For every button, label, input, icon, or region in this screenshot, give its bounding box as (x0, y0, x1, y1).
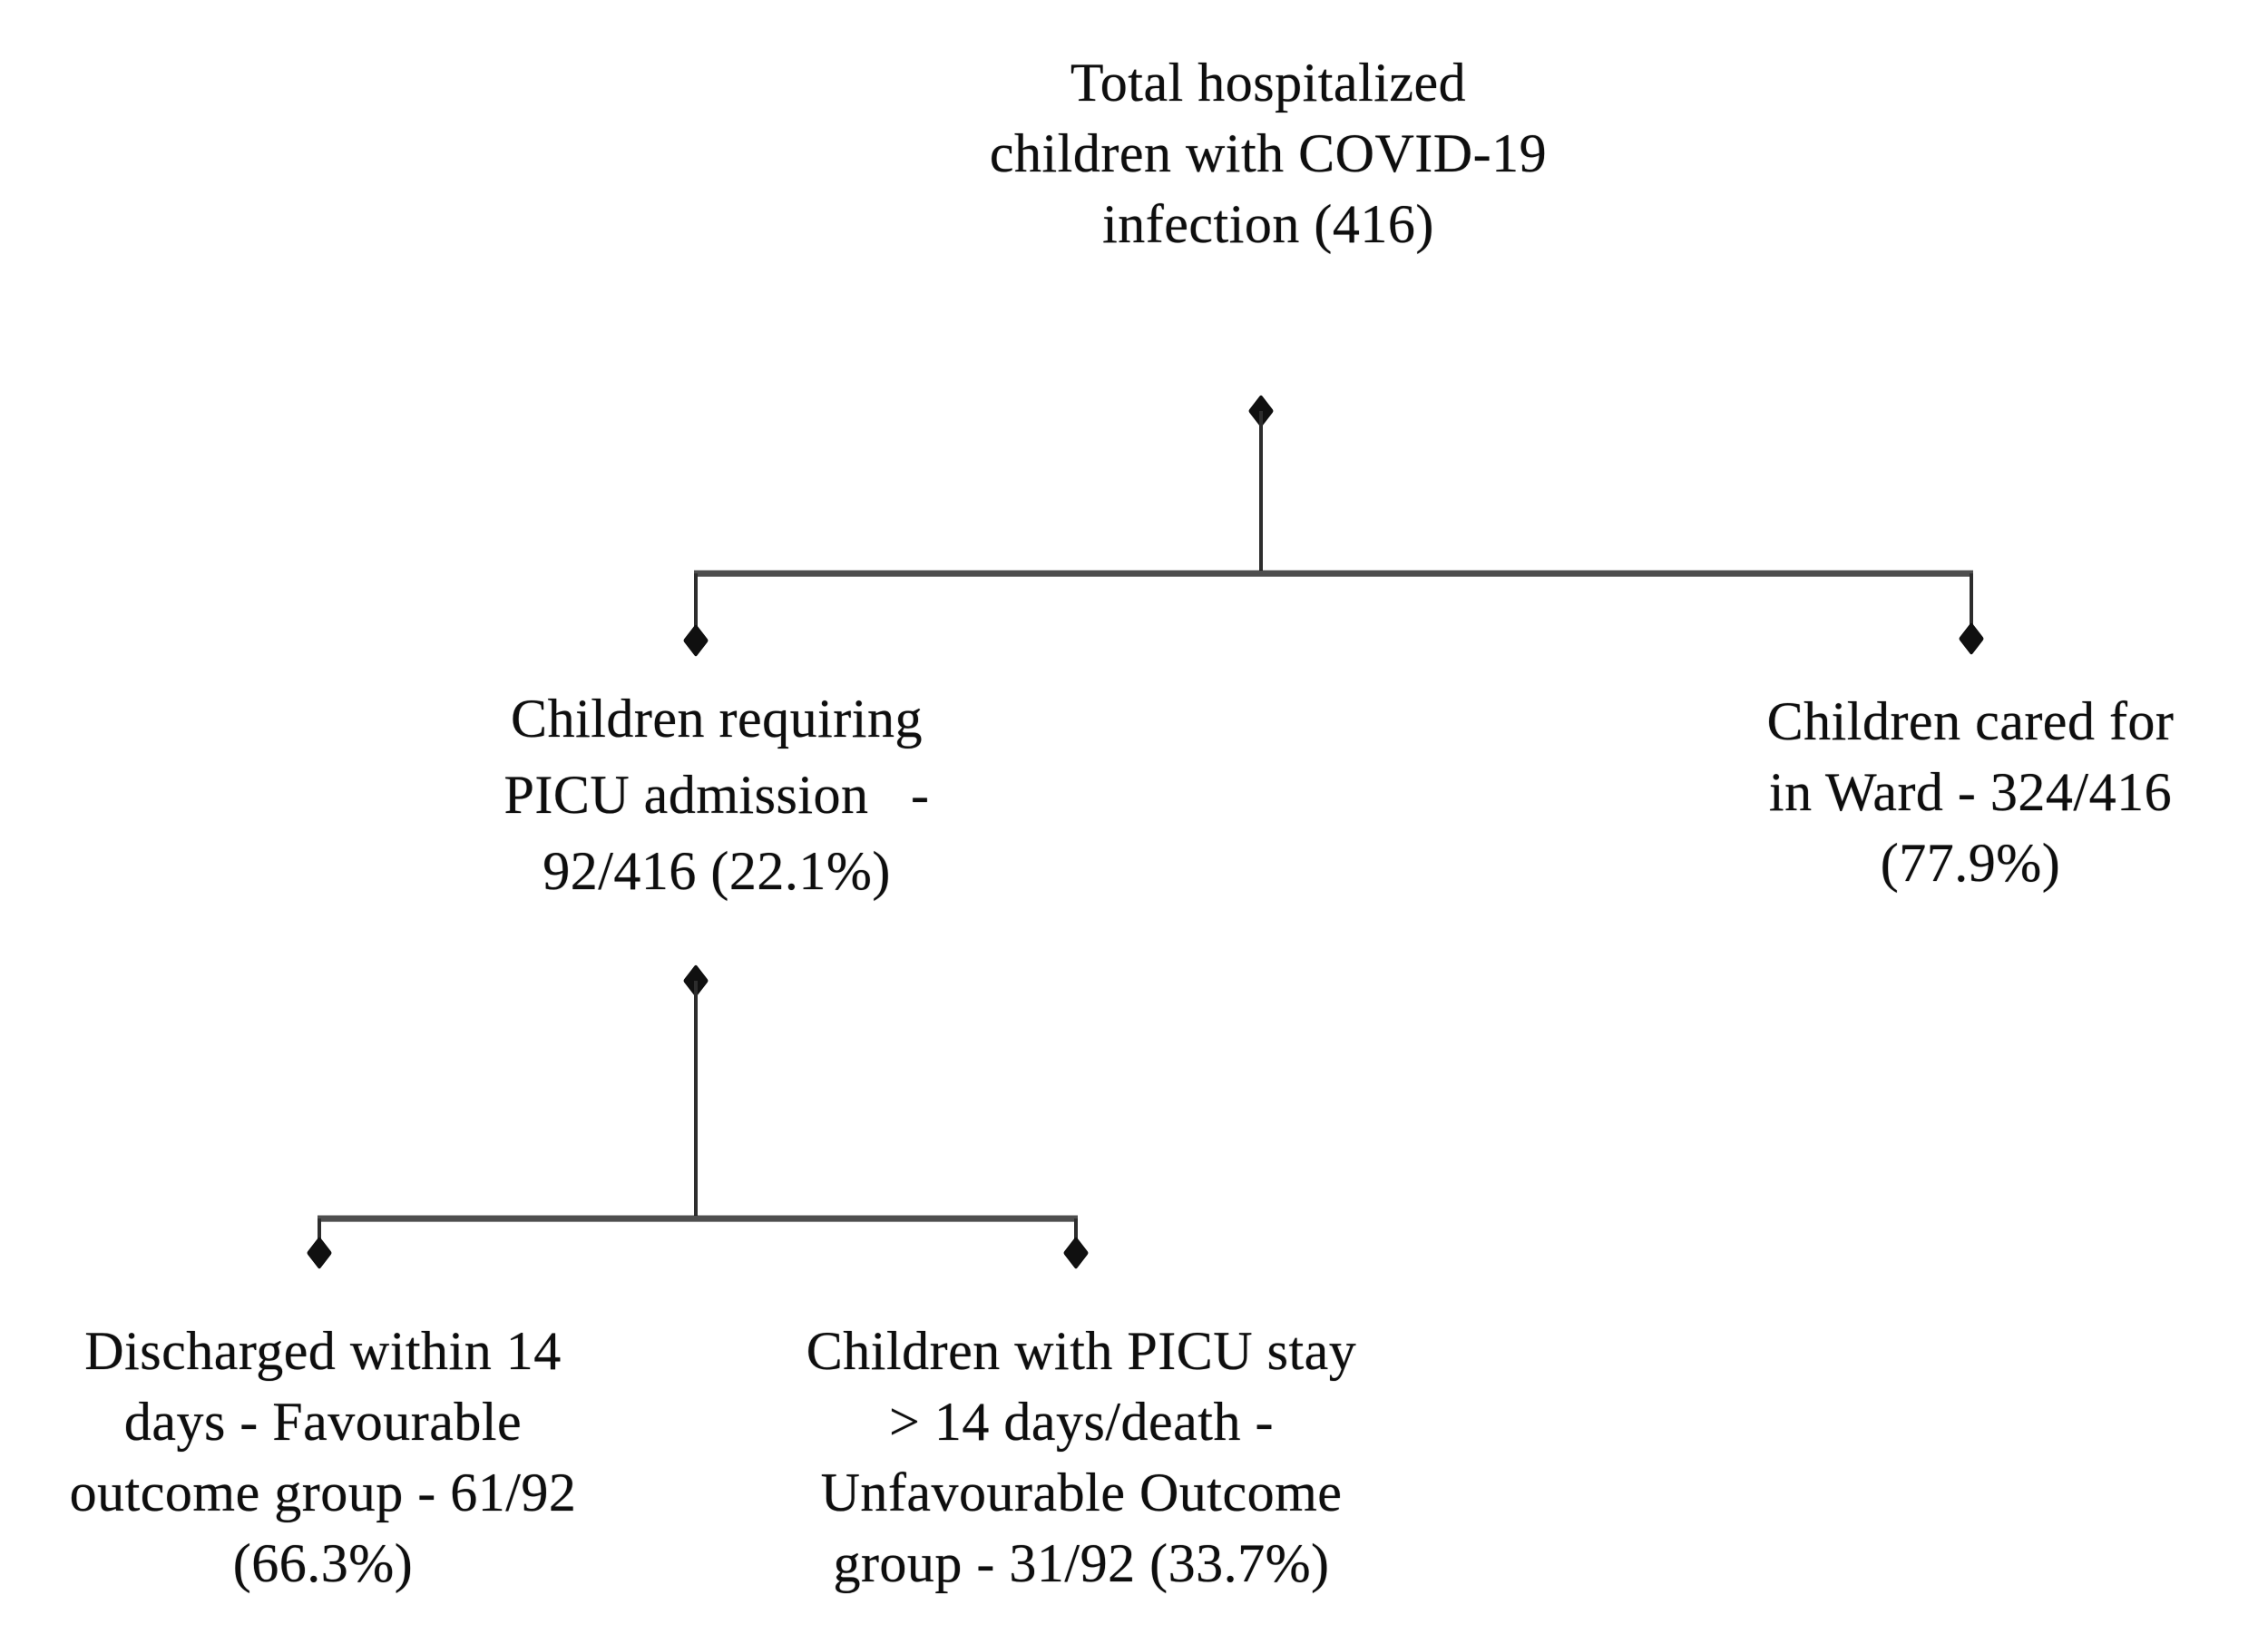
node-text-line: Total hospitalized (1070, 53, 1467, 113)
branch-drop-right-line (1970, 573, 1973, 626)
node-text-line: PICU admission - (503, 765, 930, 825)
node-text-line: Children with PICU stay (806, 1321, 1357, 1381)
node-text-line: Discharged within 14 (84, 1321, 562, 1381)
branch-drop-left-line (318, 1218, 321, 1244)
node-unfavourable-outcome: Children with PICU stay > 14 days/death … (719, 1316, 1444, 1599)
diamond-icon (1062, 1236, 1090, 1270)
node-text-line: outcome group - 61/92 (69, 1463, 577, 1522)
diamond-icon (1958, 621, 1985, 656)
branch-bar-line (694, 571, 1973, 576)
node-ward-care: Children cared for in Ward - 324/416 (77… (1653, 686, 2268, 898)
node-text-line: Children requiring (511, 689, 923, 749)
node-text-line: (77.9%) (1880, 833, 2061, 893)
branch-stem-line (694, 981, 698, 1218)
branch-stem-line (1259, 411, 1263, 573)
branch-bar-line (318, 1216, 1078, 1221)
diamond-icon (306, 1236, 333, 1270)
node-picu-admission: Children requiring PICU admission - 92/4… (308, 680, 1125, 909)
node-total-hospitalized: Total hospitalized children with COVID-1… (769, 47, 1767, 259)
node-text-line: Unfavourable Outcome (820, 1463, 1343, 1522)
branch-drop-left-line (694, 573, 698, 628)
diamond-icon (682, 623, 709, 658)
node-text-line: Children cared for (1766, 691, 2175, 751)
node-text-line: > 14 days/death - (889, 1392, 1274, 1452)
node-text-line: (66.3%) (232, 1533, 414, 1593)
node-text-line: in Ward - 324/416 (1768, 762, 2173, 822)
branch-drop-right-line (1074, 1218, 1078, 1244)
node-text-line: infection (416) (1102, 194, 1434, 254)
node-text-line: 92/416 (22.1%) (543, 841, 891, 901)
node-favourable-outcome: Discharged within 14 days - Favourable o… (5, 1316, 640, 1599)
node-text-line: children with COVID-19 (989, 123, 1548, 183)
node-text-line: days - Favourable (123, 1392, 523, 1452)
node-text-line: group - 31/92 (33.7%) (833, 1533, 1330, 1593)
